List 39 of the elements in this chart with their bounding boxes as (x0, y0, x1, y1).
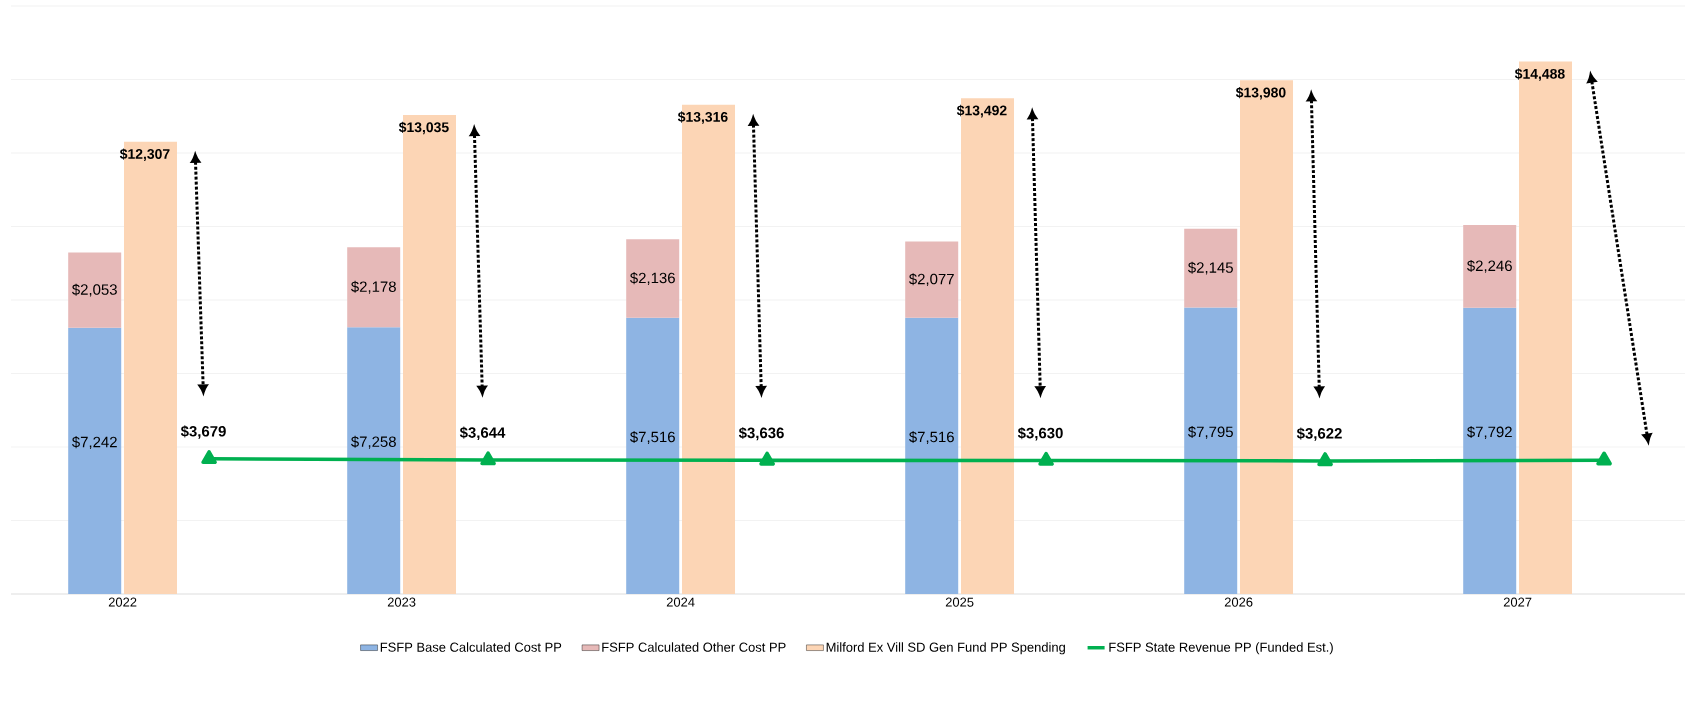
bar (1463, 225, 1517, 308)
data-label: $13,035 (398, 121, 449, 135)
data-label: $3,679 (180, 425, 226, 439)
x-tick-label: 2027 (1503, 597, 1532, 607)
bar (905, 241, 959, 318)
data-label: $13,492 (956, 104, 1007, 118)
data-label: $12,307 (119, 148, 170, 161)
bar (1184, 228, 1238, 308)
data-label: $3,644 (459, 426, 506, 441)
data-label: $14,488 (1514, 68, 1565, 81)
bar (68, 252, 122, 328)
data-label: $2,077 (909, 273, 954, 287)
data-label: $7,242 (72, 436, 117, 450)
data-label: $7,795 (1188, 425, 1233, 439)
x-tick-label: 2023 (387, 597, 416, 607)
data-label: $3,636 (738, 426, 784, 441)
data-label: $7,516 (630, 431, 675, 444)
legend-label: FSFP State Revenue PP (Funded Est.) (1109, 642, 1333, 655)
data-label: $3,622 (1296, 427, 1342, 441)
x-tick-label: 2022 (108, 597, 137, 607)
legend-label: FSFP Base Calculated Cost PP (380, 642, 562, 652)
bar (626, 239, 680, 318)
data-label: $2,178 (351, 280, 396, 294)
data-label: $2,246 (1467, 259, 1512, 273)
data-label: $2,136 (630, 272, 675, 286)
legend-label: FSFP Calculated Other Cost PP (602, 642, 786, 652)
data-label: $13,980 (1235, 86, 1286, 100)
data-label: $2,145 (1188, 261, 1233, 275)
legend-label: Milford Ex Vill SD Gen Fund PP Spending (826, 642, 1065, 655)
data-label: $7,516 (909, 431, 954, 444)
x-tick-label: 2026 (1224, 597, 1253, 607)
data-label: $7,258 (351, 435, 396, 449)
data-label: $2,053 (72, 283, 117, 297)
data-label: $7,792 (1467, 425, 1512, 439)
data-label: $13,316 (677, 111, 728, 124)
x-tick-label: 2025 (945, 597, 974, 607)
x-tick-label: 2024 (666, 597, 695, 607)
data-label: $3,630 (1017, 427, 1063, 441)
bar (347, 247, 401, 328)
